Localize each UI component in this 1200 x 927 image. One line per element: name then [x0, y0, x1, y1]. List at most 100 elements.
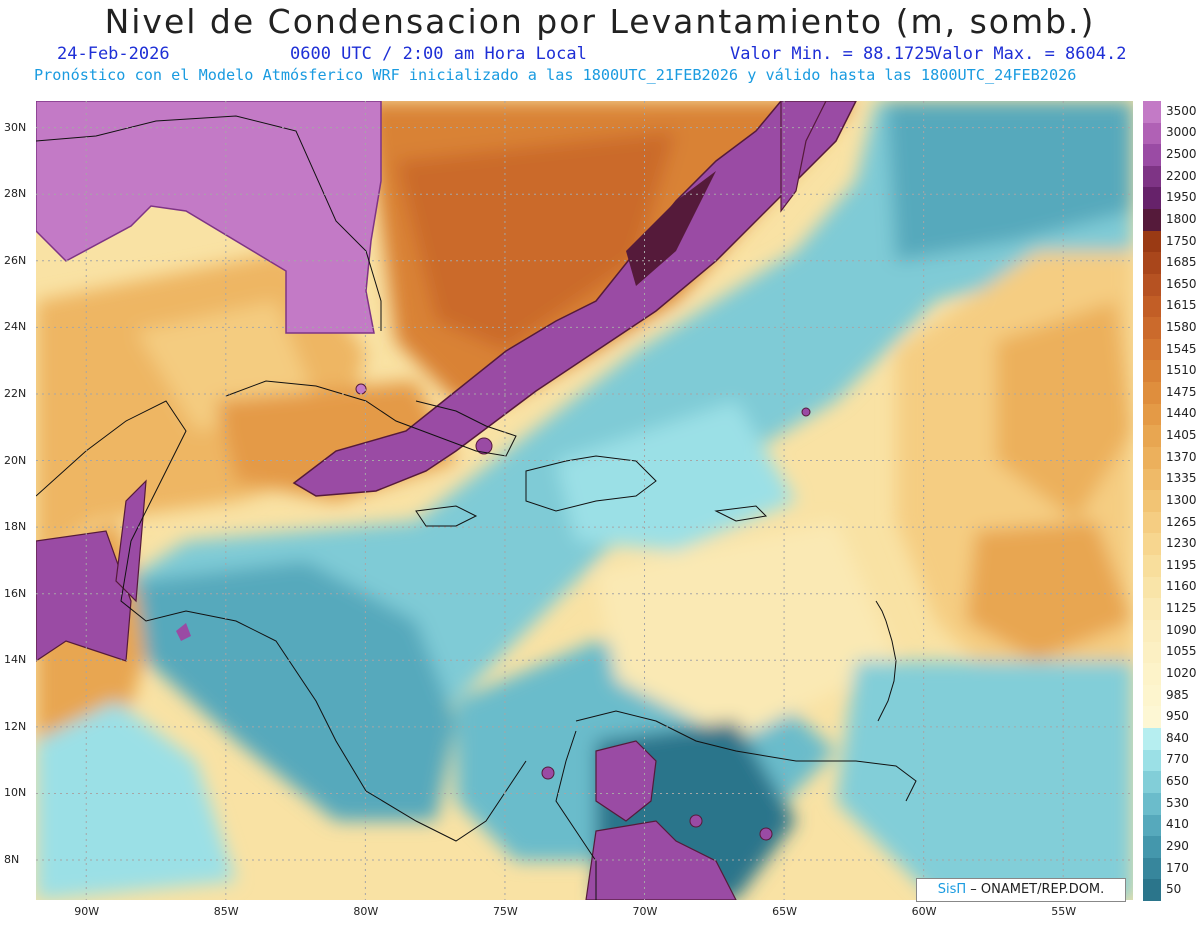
colorbar-label: 1195 [1166, 557, 1197, 572]
colorbar-swatch [1143, 619, 1161, 642]
colorbar-swatch [1143, 382, 1161, 404]
colorbar-swatch [1143, 663, 1161, 685]
colorbar-label: 1580 [1166, 320, 1197, 334]
colorbar-label: 1090 [1166, 622, 1197, 637]
colorbar-label: 840 [1166, 730, 1189, 745]
colorbar-swatch [1143, 468, 1161, 491]
colorbar-level: 1580 [1143, 317, 1198, 339]
lat-label: 14N [4, 653, 27, 667]
colorbar-level: 1055 [1143, 641, 1198, 664]
colorbar-swatch [1143, 792, 1161, 815]
colorbar-level: 1650 [1143, 273, 1198, 296]
colorbar-swatch [1143, 490, 1161, 512]
colorbar-swatch [1143, 749, 1161, 772]
colorbar-swatch [1143, 836, 1161, 858]
colorbar-level: 1750 [1143, 230, 1198, 253]
colorbar-swatch [1143, 209, 1161, 231]
colorbar-swatch [1143, 706, 1161, 728]
colorbar-label: 290 [1166, 838, 1189, 853]
colorbar-label: 1510 [1166, 363, 1197, 378]
colorbar-label: 1650 [1166, 276, 1197, 291]
lat-label: 8N [4, 853, 20, 867]
colorbar-label: 1545 [1166, 341, 1197, 356]
sispi-logo: SisΠ [937, 882, 967, 897]
colorbar-label: 1750 [1166, 233, 1197, 248]
colorbar-label: 1020 [1166, 665, 1197, 680]
lat-label: 26N [4, 253, 27, 267]
colorbar-level: 1440 [1143, 403, 1198, 426]
colorbar-level: 290 [1143, 836, 1198, 858]
colorbar-label: 50 [1166, 882, 1182, 897]
lon-label: 55W [1051, 905, 1077, 918]
map-title: Nivel de Condensacion por Levantamiento … [104, 2, 1096, 41]
colorbar-label: 1615 [1166, 298, 1197, 313]
colorbar-level: 1160 [1143, 576, 1198, 599]
colorbar-swatch [1143, 879, 1161, 901]
colorbar-label: 1125 [1166, 601, 1197, 616]
lat-label: 12N [4, 719, 27, 733]
lat-label: 30N [4, 120, 27, 134]
colorbar-swatch [1143, 230, 1161, 253]
colorbar-level: 950 [1143, 706, 1198, 728]
lon-label: 90W [74, 905, 100, 918]
gridlines [36, 101, 1133, 900]
lat-label: 10N [4, 786, 27, 800]
colorbar-label: 530 [1166, 795, 1189, 810]
lat-label: 20N [4, 453, 27, 467]
lat-label: 18N [4, 520, 27, 534]
colorbar-swatch [1143, 273, 1161, 296]
colorbar-label: 3000 [1166, 125, 1197, 140]
map-panel [36, 101, 1133, 900]
colorbar-label: 1160 [1166, 579, 1197, 594]
colorbar-level: 1195 [1143, 555, 1198, 577]
colorbar-label: 650 [1166, 774, 1189, 789]
colorbar-level: 1545 [1143, 338, 1198, 361]
colorbar-swatch [1143, 144, 1161, 166]
lat-label: 16N [4, 586, 27, 600]
colorbar-level: 530 [1143, 792, 1198, 815]
colorbar-label: 950 [1166, 709, 1189, 724]
colorbar-level: 1510 [1143, 360, 1198, 383]
colorbar-level: 410 [1143, 814, 1198, 837]
colorbar-level: 1265 [1143, 511, 1198, 534]
credit-text: – ONAMET/REP.DOM. [970, 882, 1105, 897]
colorbar-level: 2500 [1143, 144, 1198, 166]
colorbar-label: 1800 [1166, 211, 1197, 226]
colorbar-label: 170 [1166, 860, 1189, 875]
colorbar-label: 1370 [1166, 449, 1197, 464]
colorbar-label: 1265 [1166, 514, 1197, 529]
colorbar-level: 1800 [1143, 209, 1198, 231]
colorbar-level: 1615 [1143, 295, 1198, 318]
colorbar-label: 2500 [1166, 147, 1197, 162]
colorbar-label: 1950 [1166, 190, 1197, 205]
lat-label: 24N [4, 320, 27, 334]
valid-time: 0600 UTC / 2:00 am Hora Local [290, 44, 587, 64]
lcl-high-areas [36, 101, 857, 900]
map-canvas [36, 101, 1133, 900]
colorbar-level: 1230 [1143, 533, 1198, 556]
colorbar-level: 1370 [1143, 446, 1198, 469]
colorbar-swatch [1143, 555, 1161, 577]
forecast-info: Pronóstico con el Modelo Atmósferico WRF… [34, 66, 1077, 84]
colorbar-swatch [1143, 511, 1161, 534]
colorbar-swatch [1143, 403, 1161, 426]
colorbar-swatch [1143, 187, 1161, 210]
colorbar-label: 3500 [1166, 103, 1197, 118]
colorbar-label: 1475 [1166, 384, 1197, 399]
colorbar-swatch [1143, 598, 1161, 620]
colorbar-level: 1405 [1143, 425, 1198, 447]
colorbar-level: 1300 [1143, 490, 1198, 512]
coastlines [36, 115, 917, 900]
valid-date: 24-Feb-2026 [57, 44, 170, 64]
colorbar-swatch [1143, 814, 1161, 837]
colorbar-level: 170 [1143, 857, 1198, 880]
colorbar-level: 1020 [1143, 663, 1198, 685]
colorbar-level: 1685 [1143, 252, 1198, 274]
lat-label: 22N [4, 386, 27, 400]
lon-label: 80W [353, 905, 379, 918]
colorbar-level: 1475 [1143, 382, 1198, 404]
colorbar-swatch [1143, 425, 1161, 447]
colorbar-level: 985 [1143, 684, 1198, 707]
colorbar-level: 840 [1143, 728, 1198, 750]
colorbar-label: 410 [1166, 817, 1189, 832]
